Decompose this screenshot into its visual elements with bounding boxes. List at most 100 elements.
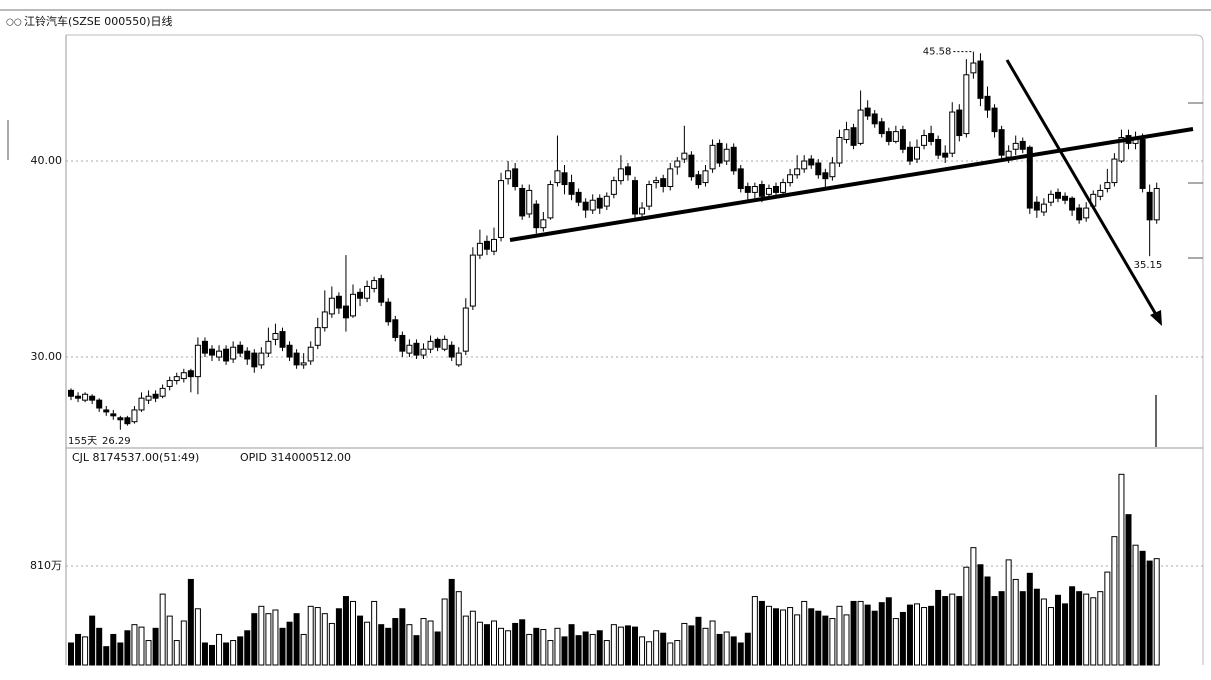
candle-body	[1083, 207, 1090, 219]
volume-bar	[462, 615, 469, 666]
volume-bar	[237, 636, 244, 666]
candle-body	[589, 199, 596, 211]
volume-bar	[342, 596, 349, 666]
volume-bar	[716, 633, 723, 666]
volume-bar	[899, 611, 906, 666]
candle-body	[801, 160, 808, 170]
panel-frame	[66, 34, 1204, 665]
volume-bar	[1125, 514, 1132, 666]
candle-body	[1012, 142, 1019, 150]
volume-bar	[723, 631, 730, 666]
volume-bar	[540, 629, 547, 666]
candle-body	[674, 160, 681, 168]
volume-bar	[173, 640, 180, 666]
volume-bar	[68, 642, 74, 666]
candle-body	[1153, 187, 1160, 221]
volume-bar	[519, 619, 526, 666]
volume-bar	[737, 642, 744, 666]
volume-bar	[1019, 591, 1026, 666]
candle-body	[568, 182, 575, 195]
candle-body	[406, 344, 413, 354]
volume-bar	[201, 642, 208, 666]
candle-body	[998, 129, 1005, 156]
candle-body	[949, 111, 956, 154]
candle-body	[843, 129, 850, 140]
volume-bar	[1069, 586, 1076, 666]
volume-bar	[117, 642, 124, 666]
candle-body	[483, 240, 490, 250]
volume-bar	[1083, 593, 1090, 666]
volume-bar	[491, 620, 497, 666]
volume-bar	[1090, 597, 1097, 666]
candle-body	[82, 393, 89, 401]
volume-bar	[857, 600, 864, 666]
candle-body	[378, 278, 385, 303]
candle-body	[984, 95, 991, 111]
volume-bar	[1047, 607, 1054, 666]
candle-body	[871, 113, 878, 125]
candle-body	[765, 187, 772, 195]
volume-bar	[773, 608, 779, 666]
volume-bar	[230, 640, 237, 666]
candle-body	[103, 409, 110, 413]
candle-body	[526, 189, 533, 215]
candle-body	[624, 166, 631, 176]
candle-body	[462, 307, 469, 352]
candle-body	[68, 389, 74, 397]
chart-title: 江铃汽车(SZSE 000550)日线	[24, 14, 173, 28]
candle-body	[491, 238, 497, 252]
volume-bar	[1040, 598, 1047, 666]
volume-bar	[617, 626, 624, 666]
candle-body	[533, 203, 540, 229]
candle-body	[314, 327, 321, 346]
volume-indicator: OPID 314000512.00	[240, 451, 351, 464]
candle-body	[1005, 150, 1012, 158]
volume-bar	[1055, 594, 1061, 666]
volume-bar	[75, 633, 82, 666]
volume-bar	[864, 604, 871, 666]
volume-bar	[350, 600, 356, 666]
candle-body	[89, 395, 96, 401]
candle-body	[216, 350, 223, 358]
volume-bar	[131, 624, 138, 666]
volume-bar	[914, 603, 920, 666]
volume-bar	[265, 613, 272, 666]
volume-bar	[928, 605, 935, 666]
volume-bar	[815, 610, 822, 666]
candle-body	[117, 417, 124, 421]
candle-body	[321, 311, 328, 329]
candle-body	[639, 207, 646, 215]
volume-bar	[765, 605, 772, 666]
volume-bar	[441, 598, 448, 666]
candle-body	[808, 158, 815, 166]
volume-bar	[1146, 560, 1153, 666]
candle-body	[688, 154, 695, 178]
volume-bar	[674, 640, 681, 666]
candle-body	[730, 146, 737, 172]
volume-bar	[96, 627, 103, 666]
candle-body	[75, 395, 82, 399]
volume-bar	[505, 630, 512, 666]
candle-body	[187, 370, 194, 378]
candle-body	[413, 342, 420, 356]
volume-bar	[646, 641, 653, 666]
candle-body	[991, 107, 998, 133]
volume-bar	[110, 633, 117, 666]
volume-bar	[399, 608, 406, 666]
volume-bar	[603, 640, 610, 666]
volume-bar	[991, 596, 998, 666]
volume-bar	[829, 618, 836, 666]
candle-body	[617, 168, 624, 182]
candle-body	[328, 297, 335, 315]
volume-bar	[194, 608, 201, 666]
candle-body	[970, 62, 977, 74]
candle-body	[159, 387, 166, 397]
candle-body	[716, 142, 723, 164]
candle-body	[681, 152, 688, 160]
volume-bar	[166, 615, 173, 666]
candle-body	[787, 174, 794, 184]
volume-bar	[159, 593, 166, 666]
candle-body	[1097, 189, 1104, 197]
volume-bar	[321, 613, 328, 666]
volume-bar	[561, 636, 568, 666]
